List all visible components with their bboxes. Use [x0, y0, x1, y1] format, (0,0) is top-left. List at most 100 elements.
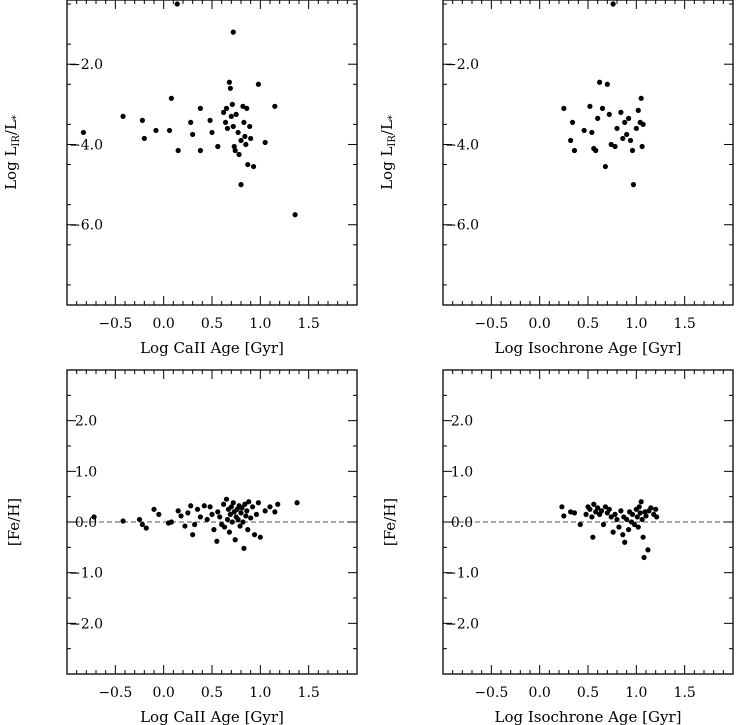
data-point	[629, 511, 636, 517]
data-point	[577, 521, 583, 528]
data-point	[153, 127, 159, 134]
data-point	[648, 505, 654, 511]
data-point	[253, 511, 260, 517]
y-tick-label: −2.0	[445, 57, 479, 73]
data-point	[235, 129, 241, 136]
x-tick-label: 0.5	[577, 316, 599, 332]
data-point	[654, 514, 660, 520]
data-point	[581, 127, 587, 134]
data-point	[223, 496, 230, 502]
data-point	[221, 501, 227, 507]
data-point	[240, 519, 246, 525]
data-point	[247, 123, 253, 130]
y-tick-label: −1.0	[69, 566, 103, 582]
data-point	[192, 521, 198, 528]
data-point	[612, 143, 618, 150]
data-point	[598, 508, 605, 514]
chart-panel-bottom-right: −0.5 0.0 0.5 1.0 1.5 2.0 1.0 0.0 −1.0 −2.0 Log Iso…	[381, 369, 734, 725]
data-point	[221, 109, 227, 115]
x-tick-label: −0.5	[474, 685, 508, 701]
data-point	[233, 111, 239, 117]
data-point	[151, 506, 157, 512]
x-tick-label: −0.5	[474, 316, 508, 332]
data-point	[640, 121, 646, 128]
x-tick-label: 1.5	[298, 316, 320, 332]
data-point	[226, 79, 232, 85]
y-tick-label: −2.0	[69, 616, 103, 632]
data-point	[228, 113, 234, 119]
data-point	[217, 514, 223, 520]
data-point	[600, 521, 607, 528]
data-point	[197, 514, 203, 520]
data-point	[262, 508, 268, 514]
data-point	[608, 141, 614, 148]
data-point	[272, 103, 278, 109]
y-axis-label: [Fe/H]	[381, 498, 399, 546]
y-tick-label: −6.0	[69, 218, 103, 234]
data-point	[569, 119, 576, 126]
data-point	[230, 123, 236, 130]
y-axis-label: Log LIR/L*	[2, 115, 22, 190]
data-point	[595, 505, 601, 511]
chart-panel-top-left: −0.5 0.0 0.5 1.0 1.5 −2.0 −4.0 −6.0 Log CaII Age…	[2, 0, 358, 357]
data-point	[635, 107, 641, 113]
data-point	[204, 516, 210, 523]
data-point	[635, 524, 641, 530]
data-point	[631, 521, 638, 528]
data-point	[188, 119, 194, 126]
data-point	[226, 529, 232, 535]
y-tick-label: −4.0	[69, 137, 103, 153]
data-point	[608, 514, 614, 520]
data-point	[645, 547, 651, 553]
data-point	[561, 513, 567, 519]
data-point	[257, 534, 263, 540]
plot-frame	[442, 0, 734, 306]
data-point	[143, 525, 149, 531]
data-point	[612, 511, 618, 517]
x-axis-label: Log Isochrone Age [Gyr]	[495, 339, 682, 357]
data-point	[571, 510, 578, 516]
data-point	[190, 131, 196, 138]
data-point	[168, 95, 174, 101]
x-tick-label: 0.0	[153, 316, 175, 332]
data-point	[629, 147, 636, 154]
y-tick-label: 0.0	[75, 515, 97, 531]
data-point	[238, 137, 244, 144]
data-point	[638, 499, 644, 505]
data-point	[246, 499, 252, 505]
y-axis-label: [Fe/H]	[5, 498, 23, 546]
data-point	[238, 510, 244, 516]
data-point	[241, 545, 247, 551]
y-tick-label: 1.0	[451, 464, 473, 480]
data-point	[589, 514, 595, 520]
data-point	[561, 105, 567, 111]
data-point	[593, 509, 599, 515]
data-point	[141, 135, 147, 142]
data-point	[245, 161, 251, 168]
y-tick-label: −6.0	[445, 218, 479, 234]
data-point	[188, 503, 194, 509]
data-point	[235, 516, 241, 523]
x-tick-label: 1.5	[298, 685, 320, 701]
data-point	[244, 105, 250, 111]
data-point	[227, 511, 233, 517]
data-point	[653, 506, 659, 512]
x-tick-label: 1.0	[625, 685, 647, 701]
data-point	[185, 510, 191, 516]
data-point	[272, 509, 278, 515]
data-point	[238, 182, 244, 188]
data-point	[618, 109, 624, 115]
y-axis-label: Log LIR/L*	[378, 115, 398, 190]
data-point	[292, 212, 298, 218]
data-point	[229, 101, 235, 107]
data-point	[197, 147, 203, 154]
data-point	[224, 125, 231, 132]
data-point	[638, 95, 644, 101]
y-tick-label: −2.0	[445, 616, 479, 632]
y-tick-label: −2.0	[69, 57, 103, 73]
data-point	[242, 501, 248, 507]
data-point	[174, 1, 180, 7]
data-point	[229, 519, 235, 525]
data-point	[595, 115, 601, 121]
data-point	[630, 182, 637, 188]
